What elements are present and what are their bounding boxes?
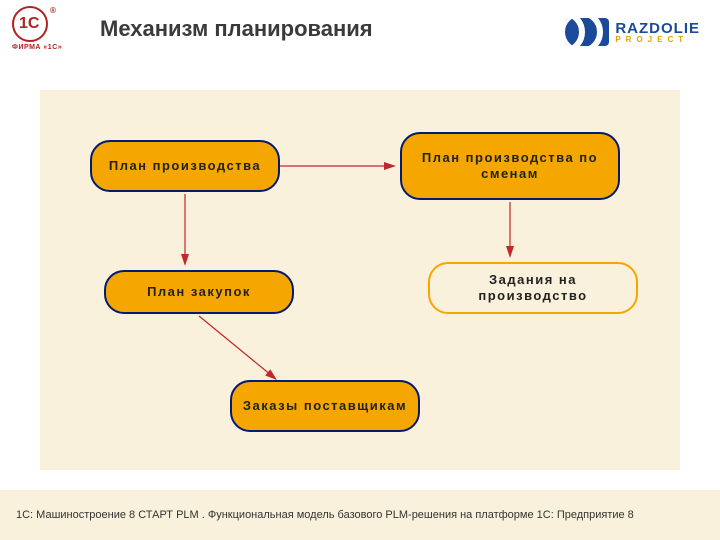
edge-purchase_plan-supplier_orders xyxy=(199,316,268,372)
razdolie-text: RAZDOLIE PROJECT xyxy=(615,21,700,44)
logo-1c-firma: ФИРМА «1С» xyxy=(12,44,62,51)
slide: ® ФИРМА «1С» Механизм планирования RAZDO… xyxy=(0,0,720,540)
page-title: Механизм планирования xyxy=(100,16,373,42)
arrowhead-prod_plan-shift_plan xyxy=(384,162,396,170)
logo-1c: ® ФИРМА «1С» xyxy=(12,6,82,60)
node-purchase_plan: План закупок xyxy=(104,270,294,314)
node-supplier_orders: Заказы поставщикам xyxy=(230,380,420,432)
razdolie-line2: PROJECT xyxy=(615,36,700,44)
node-prod_plan: План производства xyxy=(90,140,280,192)
arrowhead-shift_plan-prod_tasks xyxy=(506,246,514,258)
logo-razdolie: RAZDOLIE PROJECT xyxy=(565,14,700,50)
logo-1c-registered: ® xyxy=(50,6,56,15)
header: ® ФИРМА «1С» Механизм планирования RAZDO… xyxy=(0,0,720,70)
arrowhead-purchase_plan-supplier_orders xyxy=(265,369,277,380)
razdolie-line1: RAZDOLIE xyxy=(615,21,700,36)
footer-text: 1С: Машиностроение 8 СТАРТ PLM . Функцио… xyxy=(16,509,634,521)
arrowhead-prod_plan-purchase_plan xyxy=(181,254,189,266)
logo-1c-mark-icon xyxy=(12,6,48,42)
node-shift_plan: План производства по сменам xyxy=(400,132,620,200)
razdolie-mark-icon xyxy=(565,18,609,46)
footer: 1С: Машиностроение 8 СТАРТ PLM . Функцио… xyxy=(0,490,720,540)
node-prod_tasks: Задания на производство xyxy=(428,262,638,314)
diagram-canvas: План производства План производства по см… xyxy=(40,90,680,470)
